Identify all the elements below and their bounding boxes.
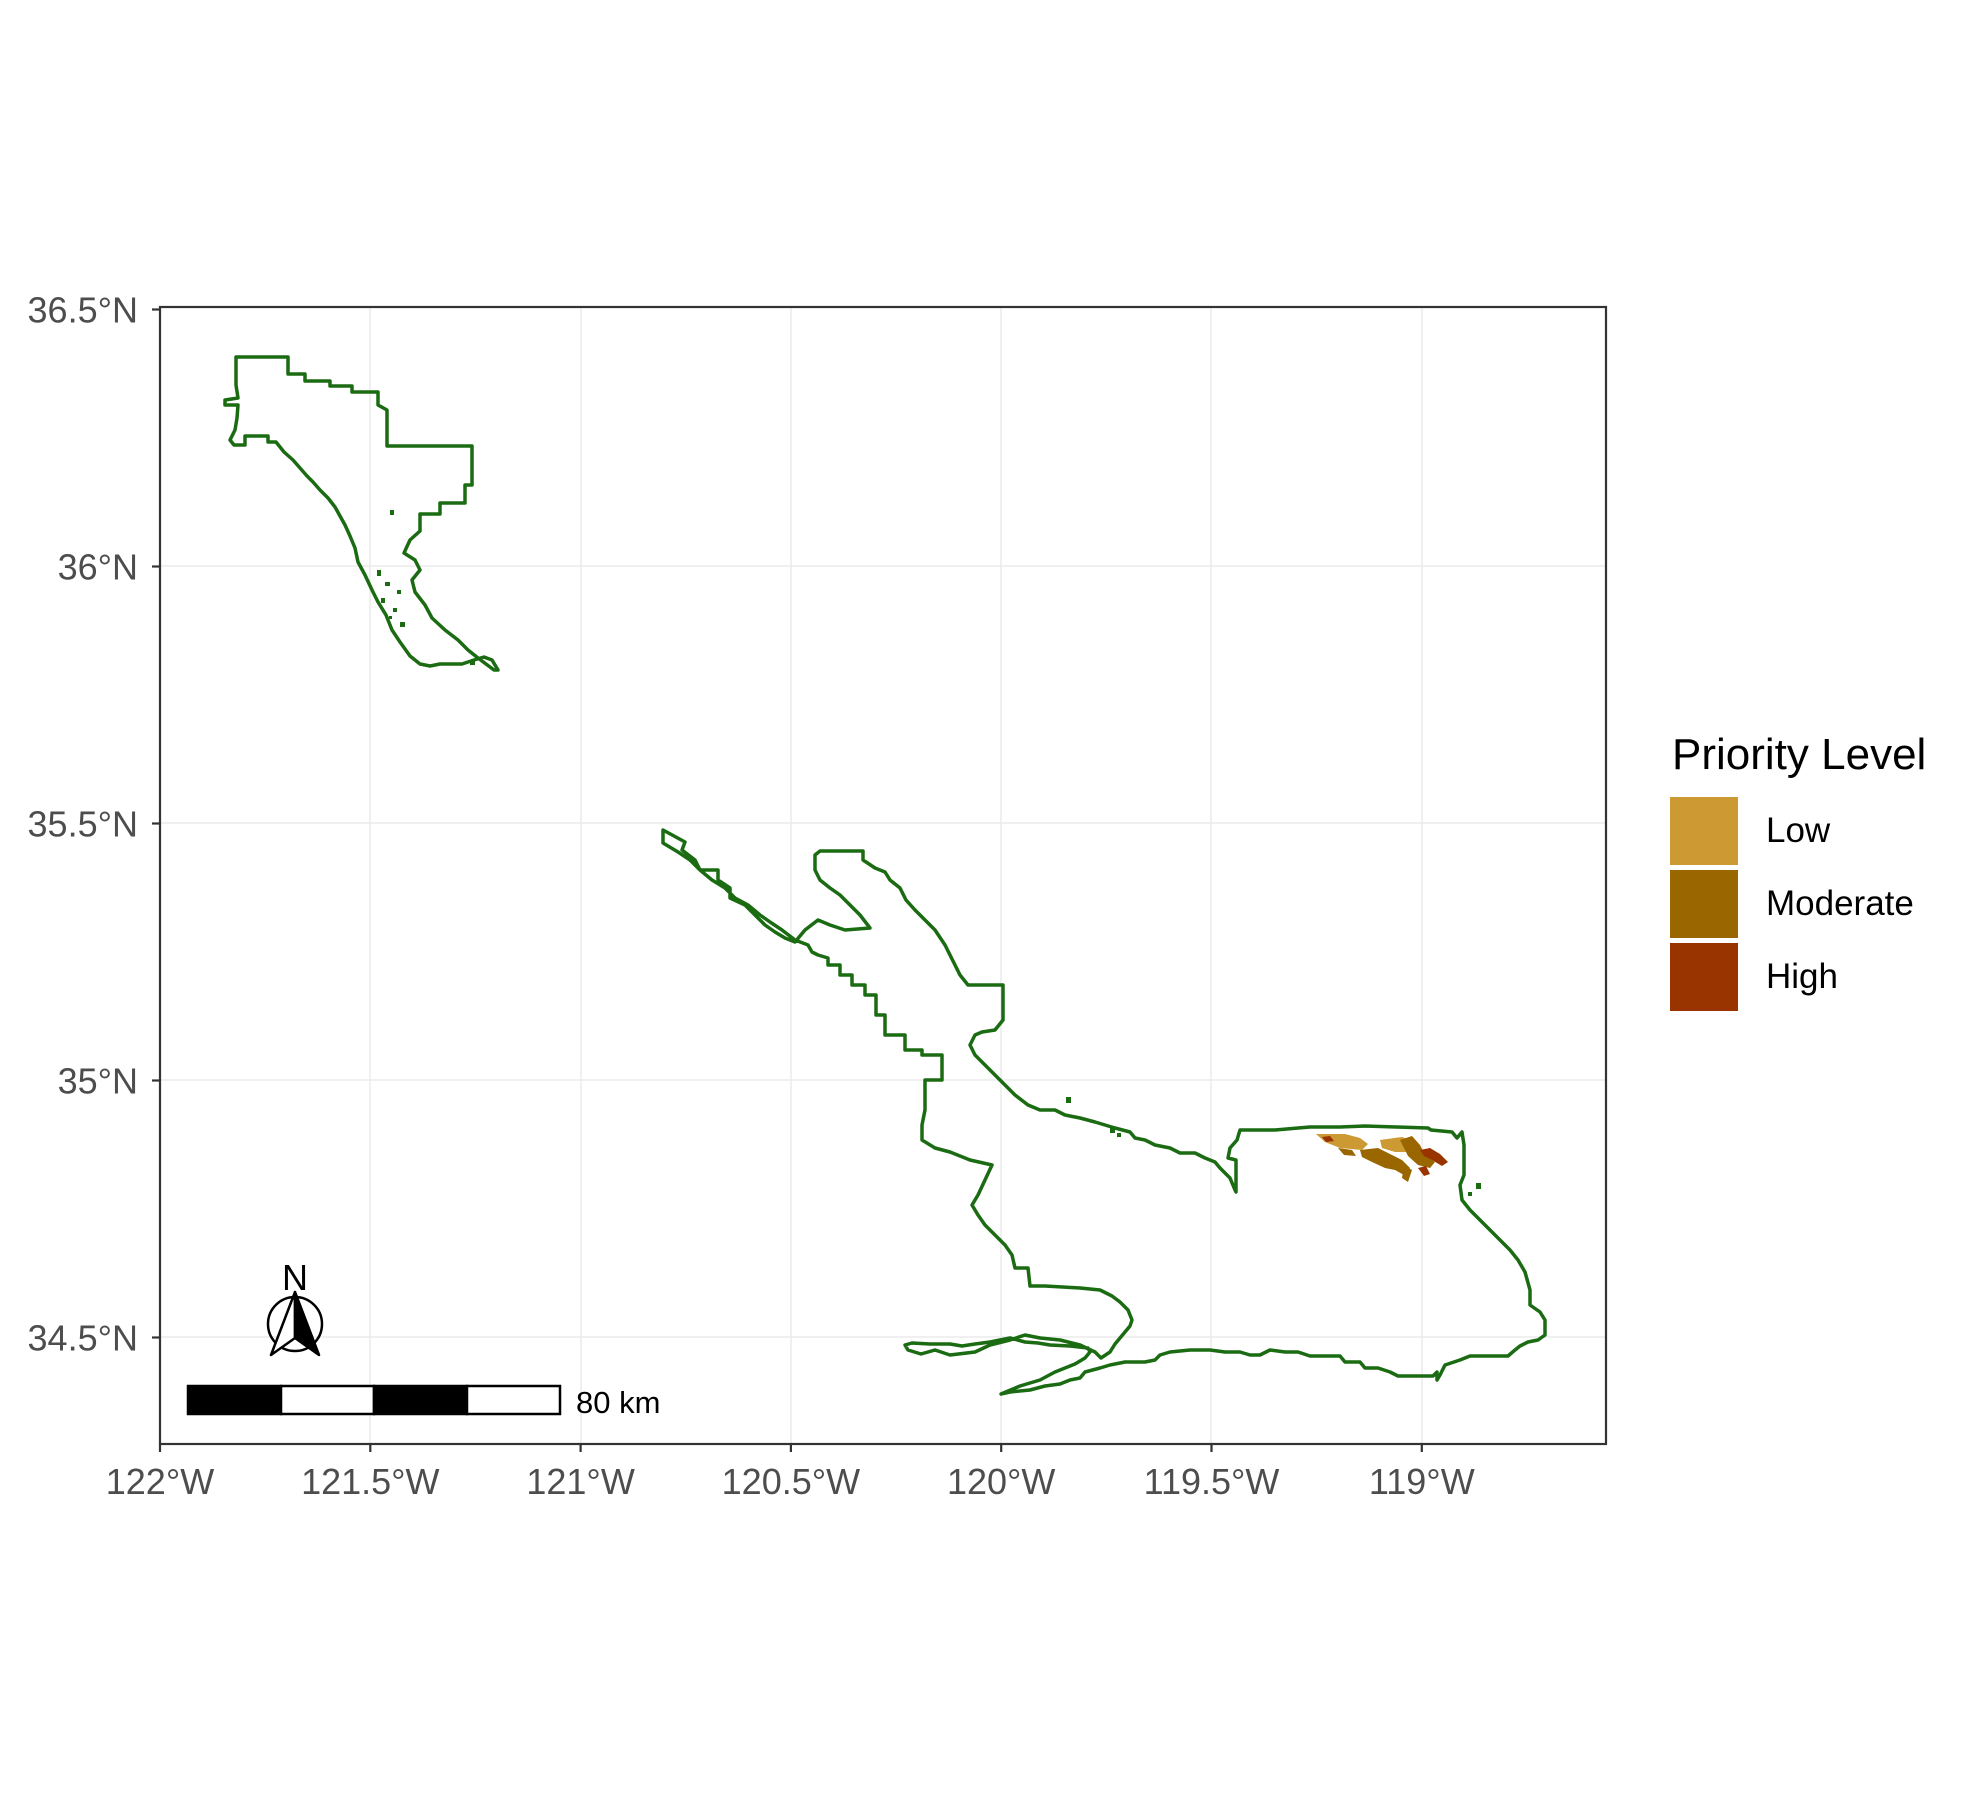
legend-swatch-high: [1670, 942, 1738, 1011]
y-axis-tick-label: 36°N: [58, 547, 138, 588]
x-axis-tick-label: 121°W: [526, 1461, 634, 1502]
northern-unit-boundary: [223, 355, 500, 672]
y-axis-tick-label: 35°N: [58, 1061, 138, 1102]
map-panel: [160, 307, 1606, 1444]
scale-bar: 80 km: [186, 1384, 660, 1420]
scale-bar-label: 80 km: [576, 1385, 660, 1420]
legend: Priority Level Low Moderate High: [1670, 730, 1970, 1013]
map-panel-border: [158, 305, 1608, 1446]
southern-unit-boundary: [661, 828, 1547, 1396]
x-axis-tick-label: 119.5°W: [1144, 1461, 1280, 1502]
x-axis-tick-label: 120.5°W: [722, 1461, 860, 1502]
legend-title: Priority Level: [1672, 730, 1927, 779]
southern-unit-fragments: [1066, 1097, 1481, 1196]
y-axis-tick-label: 36.5°N: [28, 290, 138, 331]
north-arrow: N: [266, 1257, 324, 1357]
x-axis-tick-label: 119°W: [1369, 1461, 1475, 1502]
legend-swatch-moderate: [1670, 869, 1738, 938]
x-axis-tick-label: 120°W: [947, 1461, 1055, 1502]
legend-swatch-low: [1670, 796, 1738, 865]
northern-unit-fragments: [377, 510, 475, 665]
y-axis-tick-label: 34.5°N: [28, 1318, 138, 1359]
priority-areas: [1316, 1134, 1448, 1182]
y-axis: 36.5°N 36°N 35.5°N 35°N 34.5°N: [28, 290, 160, 1359]
y-axis-tick-label: 35.5°N: [28, 804, 138, 845]
legend-label-moderate: Moderate: [1766, 883, 1914, 923]
priority-area-moderate: [1400, 1136, 1435, 1168]
x-axis-tick-label: 122°W: [106, 1461, 214, 1502]
priority-area-high: [1418, 1166, 1430, 1176]
priority-area-moderate: [1360, 1148, 1410, 1175]
legend-item-high: High: [1670, 940, 1970, 1013]
priority-area-moderate: [1402, 1165, 1412, 1182]
priority-area-high: [1420, 1148, 1448, 1166]
legend-item-moderate: Moderate: [1670, 867, 1970, 940]
legend-label-high: High: [1766, 956, 1838, 996]
priority-area-high: [1322, 1136, 1334, 1142]
compass-icon: [266, 1290, 324, 1357]
map-gridlines: [160, 307, 1606, 1444]
x-axis: 122°W 121.5°W 121°W 120.5°W 120°W 119.5°W 119°…: [106, 1444, 1475, 1502]
x-axis-tick-label: 121.5°W: [301, 1461, 439, 1502]
priority-area-moderate: [1338, 1148, 1356, 1156]
legend-item-low: Low: [1670, 794, 1970, 867]
legend-label-low: Low: [1766, 810, 1831, 850]
